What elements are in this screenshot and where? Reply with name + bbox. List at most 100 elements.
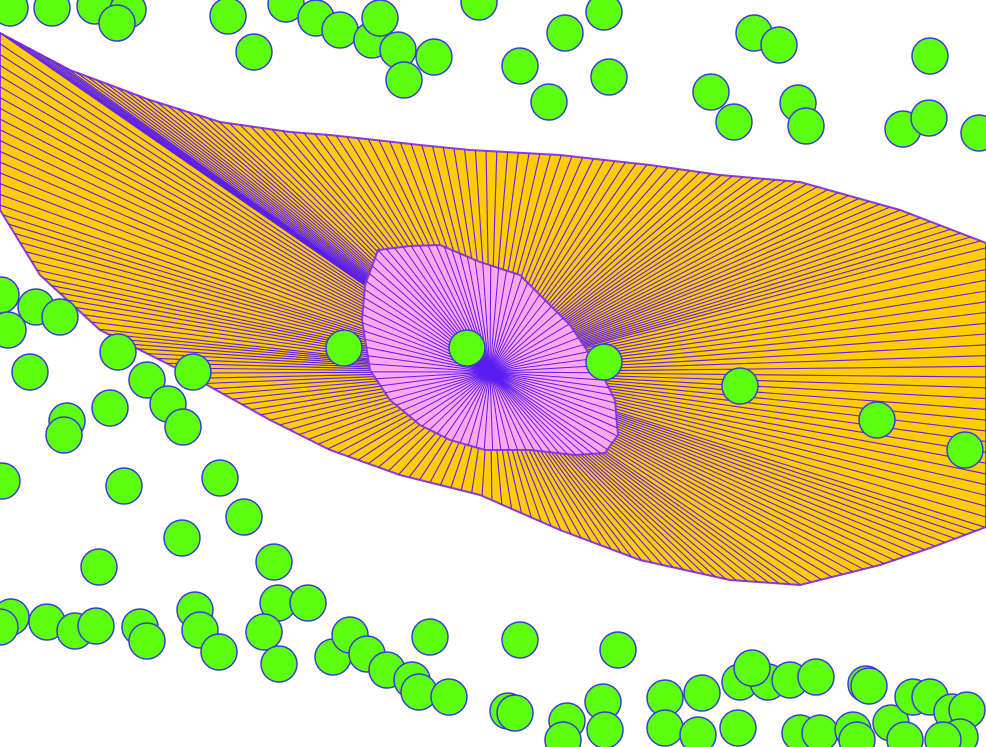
agent-dot[interactable] <box>45 416 83 454</box>
agent-dot[interactable] <box>128 622 166 660</box>
agent-dot[interactable] <box>255 543 293 581</box>
agent-dot[interactable] <box>501 47 539 85</box>
agent-dot[interactable] <box>0 608 19 646</box>
agent-dot[interactable] <box>200 633 238 671</box>
visibility-ray <box>366 346 491 373</box>
agent-dot[interactable] <box>910 99 948 137</box>
agent-dot[interactable] <box>164 408 202 446</box>
visibility-ray <box>489 371 535 451</box>
agent-dot[interactable] <box>99 333 137 371</box>
agent-dot[interactable] <box>260 645 298 683</box>
visibility-ray <box>489 265 492 373</box>
visibility-ray <box>489 337 579 373</box>
agent-dot[interactable] <box>33 0 71 27</box>
agent-dot[interactable] <box>448 329 486 367</box>
agent-dot[interactable] <box>0 0 29 27</box>
visibility-ray <box>475 371 491 448</box>
agent-dot[interactable] <box>858 401 896 439</box>
agent-dot[interactable] <box>91 389 129 427</box>
agent-dot[interactable] <box>174 353 212 391</box>
agent-dot[interactable] <box>838 721 876 747</box>
agent-dot[interactable] <box>590 58 628 96</box>
agent-dot[interactable] <box>683 674 721 712</box>
agent-dot[interactable] <box>321 11 359 49</box>
agent-dot[interactable] <box>325 329 363 367</box>
agent-dot[interactable] <box>128 361 166 399</box>
agent-dot[interactable] <box>721 367 759 405</box>
agent-dot[interactable] <box>201 459 239 497</box>
agent-dot[interactable] <box>544 721 582 747</box>
agent-dot[interactable] <box>787 107 825 145</box>
agent-dot[interactable] <box>496 694 534 732</box>
agent-dot[interactable] <box>886 721 924 747</box>
agent-dot[interactable] <box>760 26 798 64</box>
visibility-ray <box>489 371 618 437</box>
agent-dot[interactable] <box>546 14 584 52</box>
visibility-ray <box>489 371 606 381</box>
agent-dot[interactable] <box>225 498 263 536</box>
agent-dot[interactable] <box>460 0 498 21</box>
visibility-ray <box>436 371 491 434</box>
agent-dot[interactable] <box>586 711 624 747</box>
agent-dot[interactable] <box>41 298 79 336</box>
agent-dot[interactable] <box>0 311 27 349</box>
visibility-ray <box>489 323 570 373</box>
agent-dot[interactable] <box>797 658 835 696</box>
visibility-ray <box>489 371 609 389</box>
agent-dot[interactable] <box>235 33 273 71</box>
agent-dot[interactable] <box>946 431 984 469</box>
agent-dot[interactable] <box>801 714 839 747</box>
agent-dot[interactable] <box>501 621 539 659</box>
visibility-ray <box>489 371 544 452</box>
agent-dot[interactable] <box>924 721 962 747</box>
agent-dot[interactable] <box>646 709 684 747</box>
visibility-ray <box>489 273 515 373</box>
agent-dot[interactable] <box>585 0 623 31</box>
agent-dot[interactable] <box>0 462 21 500</box>
visibility-ray <box>402 371 491 411</box>
agent-dot[interactable] <box>911 37 949 75</box>
agent-dot[interactable] <box>289 584 327 622</box>
visibility-ray <box>489 282 529 373</box>
agent-dot[interactable] <box>415 38 453 76</box>
visibility-ray <box>482 262 491 373</box>
agent-dot[interactable] <box>245 613 283 651</box>
agent-dot[interactable] <box>960 114 986 152</box>
visibility-ray <box>489 365 598 373</box>
agent-dot[interactable] <box>411 618 449 656</box>
agent-dot[interactable] <box>77 607 115 645</box>
visibility-ray <box>451 371 491 441</box>
agent-dot[interactable] <box>361 0 399 37</box>
agent-dot[interactable] <box>209 0 247 35</box>
agent-dot[interactable] <box>80 548 118 586</box>
agent-dot[interactable] <box>430 678 468 716</box>
visibility-ray <box>489 351 588 373</box>
agent-dot[interactable] <box>105 467 143 505</box>
agent-dot[interactable] <box>599 631 637 669</box>
visibility-ray <box>489 294 541 373</box>
agent-dot[interactable] <box>719 709 757 747</box>
agent-dot[interactable] <box>715 103 753 141</box>
visibility-ray <box>444 371 491 438</box>
agent-dot[interactable] <box>163 519 201 557</box>
visibility-ray <box>489 371 560 454</box>
agent-dot[interactable] <box>692 73 730 111</box>
agent-dot[interactable] <box>385 61 423 99</box>
visibility-ray <box>380 371 491 387</box>
visibility-ray <box>489 344 584 373</box>
agent-dot[interactable] <box>850 667 888 705</box>
visibility-ray <box>367 355 491 373</box>
agent-dot[interactable] <box>11 353 49 391</box>
agent-dot[interactable] <box>679 716 717 747</box>
agent-dot[interactable] <box>98 4 136 42</box>
visibility-ray <box>421 371 491 427</box>
agent-dot[interactable] <box>585 343 623 381</box>
visibility-ray <box>466 256 491 373</box>
visibility-ray <box>489 300 546 373</box>
visibility-ray <box>415 371 491 422</box>
agent-dot[interactable] <box>733 649 771 687</box>
visibility-ray <box>389 371 491 401</box>
visibility-ray <box>467 371 491 446</box>
agent-dot[interactable] <box>530 83 568 121</box>
